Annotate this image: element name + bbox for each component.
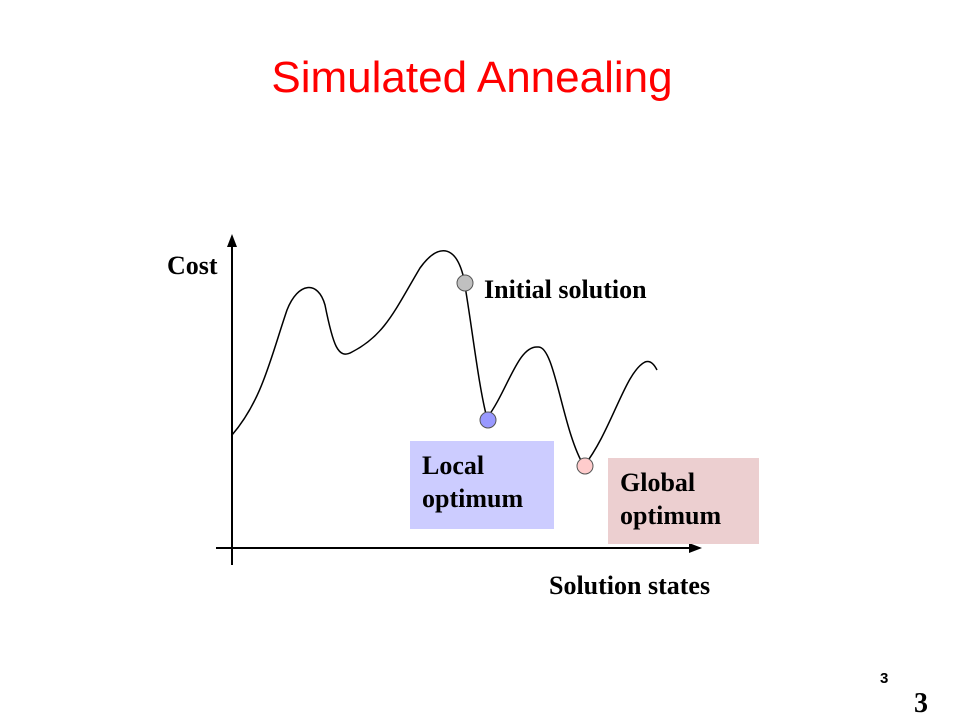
global-optimum-marker <box>576 457 594 475</box>
page-number-small: 3 <box>880 670 889 687</box>
slide-title: Simulated Annealing <box>271 53 673 102</box>
global-optimum-box: Global optimum <box>608 458 759 544</box>
local-optimum-label-line1: Local <box>422 451 485 480</box>
global-optimum-label-line2: optimum <box>620 501 722 530</box>
initial-solution-label: Initial solution <box>484 275 647 304</box>
local-optimum-marker <box>479 411 497 429</box>
page-number-large: 3 <box>914 688 928 719</box>
local-optimum-label-line2: optimum <box>422 484 524 513</box>
y-axis-arrowhead <box>227 234 237 247</box>
initial-solution-marker <box>456 274 474 292</box>
global-optimum-label-line1: Global <box>620 468 696 497</box>
y-axis-label: Cost <box>167 251 218 280</box>
cost-curve <box>231 250 658 468</box>
local-optimum-box: Local optimum <box>410 441 554 529</box>
x-axis-arrowhead <box>689 543 702 553</box>
x-axis-label: Solution states <box>549 571 711 600</box>
axes <box>216 234 702 565</box>
